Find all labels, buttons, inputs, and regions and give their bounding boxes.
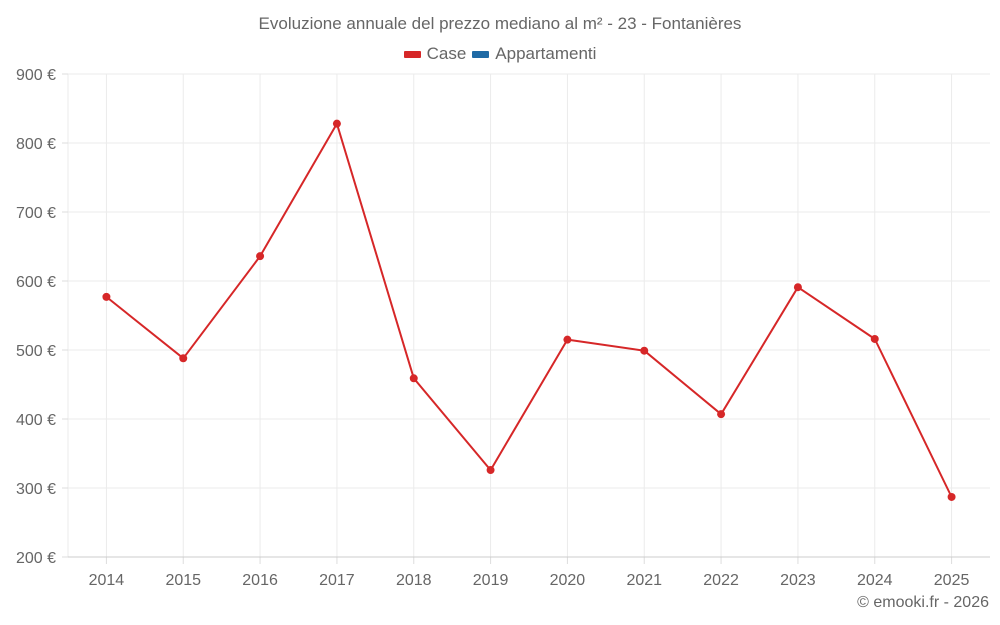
x-tick-label: 2022 [703,572,739,589]
y-tick-label: 200 € [16,550,56,567]
data-point[interactable] [332,119,341,128]
y-tick-label: 600 € [16,274,56,291]
data-point[interactable] [179,354,188,363]
data-point[interactable] [563,335,572,344]
x-tick-label: 2015 [165,572,201,589]
x-axis: 2014 2015 2016 2017 2018 2019 2020 2021 2022 2023… [68,556,990,589]
data-point[interactable] [870,334,879,343]
y-tick-label: 900 € [16,67,56,84]
legend-item-case[interactable]: Case [403,44,467,64]
x-tick-label: 2017 [319,572,355,589]
data-point[interactable] [486,466,495,475]
legend-swatch-appartamenti [472,50,490,58]
grid-lines [67,73,990,557]
chart-title: Evoluzione annuale del prezzo mediano al… [258,14,742,33]
x-tick-label: 2024 [857,572,893,589]
legend-swatch-case [403,50,421,58]
data-point[interactable] [947,492,956,501]
data-point[interactable] [256,252,265,261]
x-tick-label: 2019 [473,572,509,589]
y-tick-label: 400 € [16,412,56,429]
series-case [102,119,956,501]
series-line [105,122,953,498]
y-tick-label: 500 € [16,343,56,360]
legend: Case Appartamenti [0,44,1000,64]
y-tick-label: 300 € [16,481,56,498]
x-tick-label: 2021 [626,572,662,589]
x-tick-label: 2023 [780,572,816,589]
y-axis: 200 € 300 € 400 € 500 € 600 € 700 € 800 € 900 € [16,67,68,567]
data-point[interactable] [102,292,111,301]
x-tick-label: 2025 [934,572,970,589]
legend-item-appartamenti[interactable]: Appartamenti [472,44,596,64]
data-point[interactable] [793,283,802,292]
x-tick-label: 2018 [396,572,432,589]
credit-text: © emooki.fr - 2026 [857,594,989,611]
x-tick-label: 2014 [89,572,125,589]
legend-label-case: Case [426,44,467,63]
x-tick-label: 2016 [242,572,278,589]
x-tick-label: 2020 [550,572,586,589]
y-tick-label: 700 € [16,205,56,222]
data-point[interactable] [640,346,649,355]
legend-label-appartamenti: Appartamenti [495,44,597,63]
y-tick-label: 800 € [16,136,56,153]
data-point[interactable] [409,374,418,383]
data-point[interactable] [717,410,726,419]
